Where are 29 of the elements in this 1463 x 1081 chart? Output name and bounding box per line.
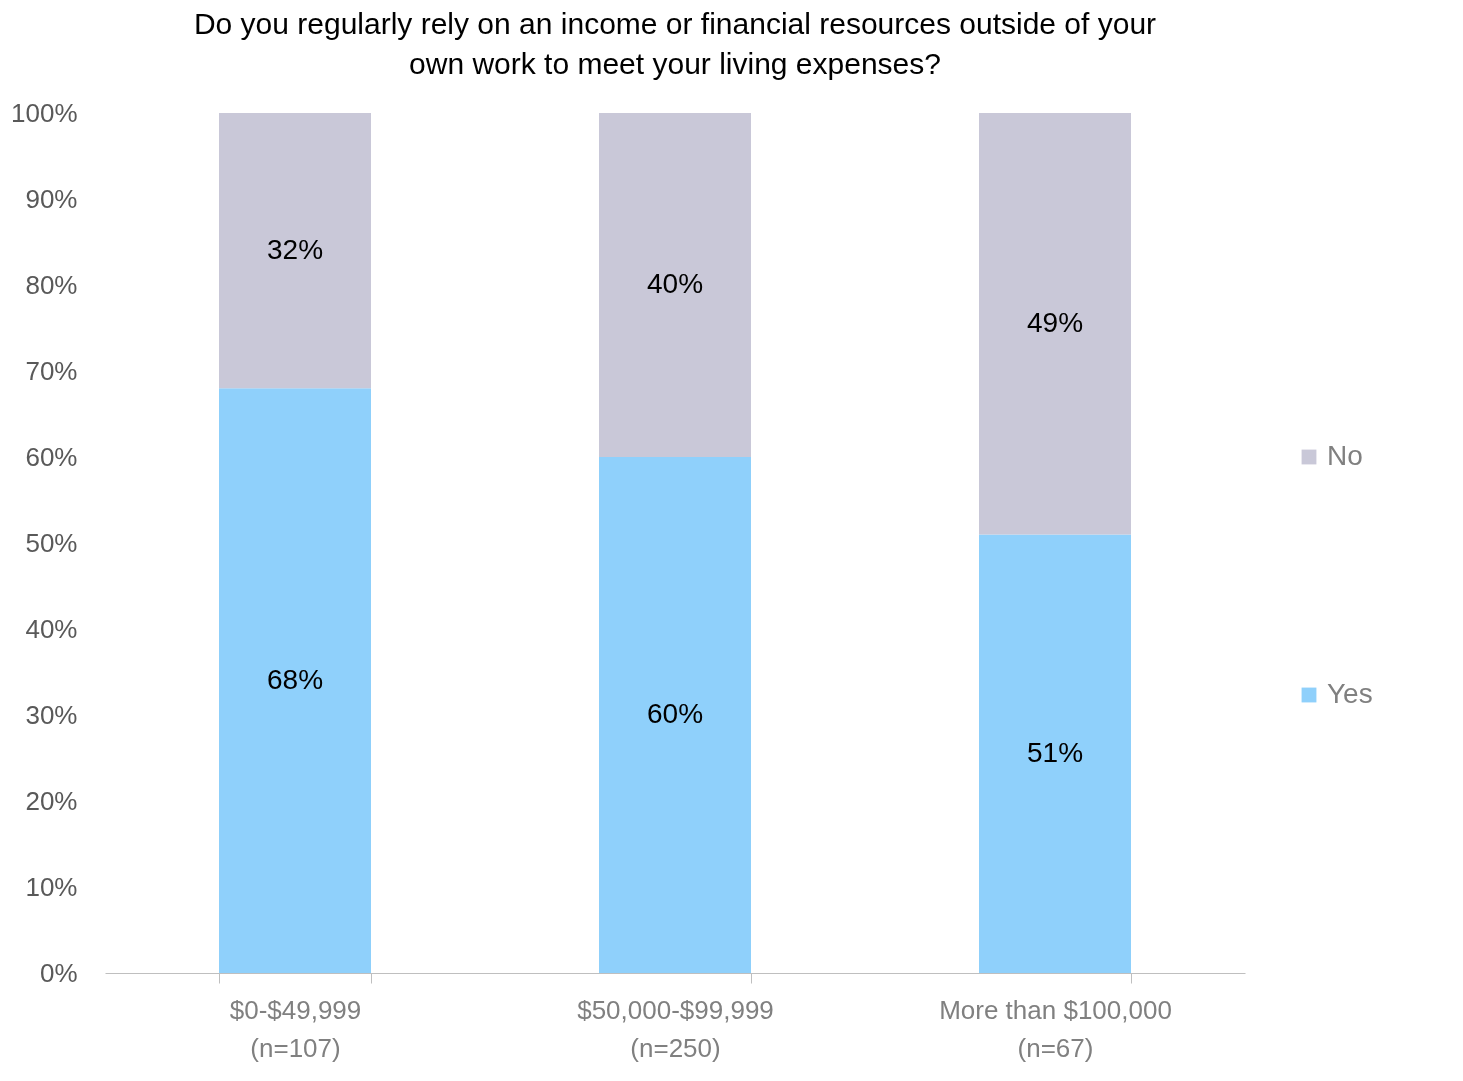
bar: [979, 534, 1131, 973]
x-tick-label: More than $100,000 (n=67): [939, 994, 1172, 1063]
chart-title: Do you regularly rely on an income or financial resources outside of your own work to meet your living expenses?: [193, 7, 1157, 80]
y-tick-label: 70%: [25, 355, 78, 386]
x-tick-label: $0-$49,999 (n=107): [229, 994, 362, 1063]
y-tick-label: 0%: [39, 957, 78, 988]
y-tick-label: 50%: [25, 527, 78, 558]
bar: [219, 113, 371, 389]
y-tick-label: 30%: [25, 699, 78, 730]
data-label: 40%: [646, 268, 704, 299]
y-tick-label: 80%: [25, 269, 78, 300]
data-label: 32%: [266, 233, 324, 265]
y-tick-label: 60%: [25, 441, 78, 472]
y-tick-label: 20%: [25, 785, 78, 816]
bar: [599, 113, 751, 457]
y-tick-label: 40%: [25, 613, 78, 644]
data-label: 51%: [1026, 736, 1084, 768]
y-tick-label: 100%: [11, 97, 78, 128]
data-label: 60%: [646, 698, 704, 729]
bar: [979, 113, 1131, 535]
data-label: 49%: [1026, 306, 1084, 338]
y-tick-label: 90%: [25, 183, 78, 214]
bar: [599, 457, 751, 973]
bar: [219, 388, 371, 973]
x-tick-label: $50,000-$99,999 (n=250): [577, 994, 774, 1063]
legend-label: No: [1327, 440, 1363, 471]
data-label: 68%: [266, 663, 324, 695]
y-tick-label: 10%: [25, 871, 78, 902]
legend-label: Yes: [1327, 678, 1373, 709]
